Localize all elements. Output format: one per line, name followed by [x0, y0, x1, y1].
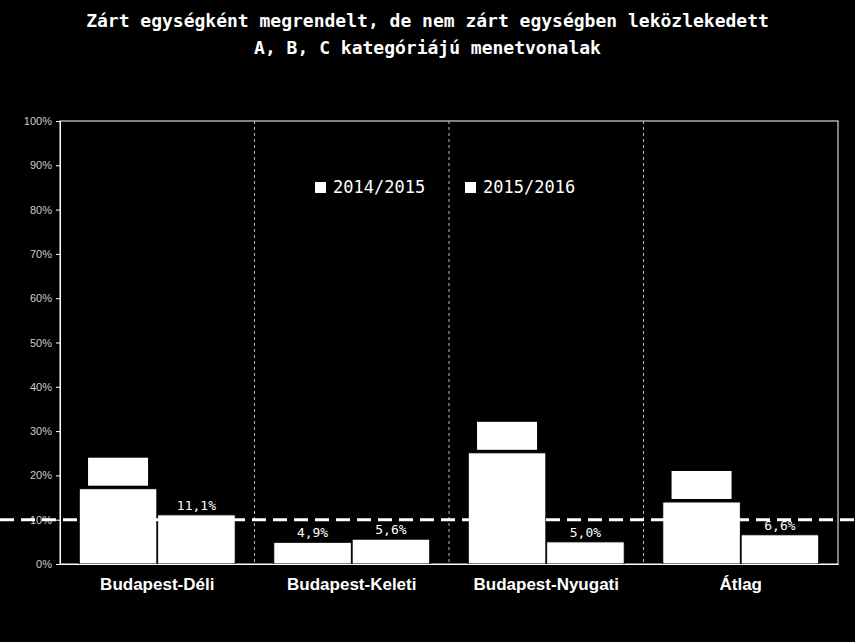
background [0, 0, 855, 642]
y-tick-mark [56, 387, 60, 388]
y-tick: 30% [30, 425, 60, 437]
y-tick: 100% [24, 115, 60, 127]
y-tick-label: 70% [30, 248, 52, 260]
y-tick-label: 50% [30, 337, 52, 349]
data-label: 4,9% [297, 525, 328, 540]
y-tick: 40% [30, 381, 60, 393]
bar [741, 535, 819, 564]
y-tick: 50% [30, 337, 60, 349]
bar [274, 542, 352, 564]
x-tick: Budapest-Déli [100, 564, 214, 594]
bar [547, 542, 625, 564]
y-tick: 0% [36, 558, 60, 570]
bar [468, 453, 546, 564]
y-tick-mark [56, 165, 60, 166]
data-label: 5,0% [570, 525, 601, 540]
label-box [672, 471, 732, 499]
title-line: Zárt egységként megrendelt, de nem zárt … [86, 10, 769, 31]
y-tick: 90% [30, 159, 60, 171]
category-separator [643, 121, 644, 564]
y-tick-mark [56, 298, 60, 299]
y-axis: 0%10%20%30%40%50%60%70%80%90%100% [24, 115, 61, 570]
bar [79, 489, 157, 564]
y-tick-mark [56, 121, 60, 122]
bar [352, 539, 430, 564]
y-tick-mark [56, 210, 60, 211]
y-tick-mark [56, 343, 60, 344]
x-tick-label: Budapest-Keleti [287, 575, 416, 594]
y-tick-label: 40% [30, 381, 52, 393]
legend-swatch [465, 182, 476, 193]
y-tick: 80% [30, 204, 60, 216]
threshold-line [0, 518, 855, 521]
legend-label: 2014/2015 [333, 177, 425, 197]
x-tick-label: Budapest-Déli [100, 575, 214, 594]
y-tick-mark [56, 520, 60, 521]
x-axis-line [61, 564, 839, 565]
chart: Zárt egységként megrendelt, de nem zárt … [0, 0, 855, 642]
x-tick: Budapest-Nyugati [474, 564, 619, 594]
y-tick: 20% [30, 469, 60, 481]
x-tick-label: Átlag [720, 575, 763, 594]
data-label: 5,6% [375, 522, 406, 537]
y-tick: 70% [30, 248, 60, 260]
x-tick-label: Budapest-Nyugati [474, 575, 619, 594]
y-tick-label: 80% [30, 204, 52, 216]
label-box [88, 458, 148, 486]
y-tick-label: 100% [24, 115, 52, 127]
plot-frame [60, 121, 838, 564]
bar [158, 515, 236, 564]
y-axis-line [56, 122, 61, 565]
x-tick: Átlag [720, 564, 763, 594]
y-tick-mark [56, 475, 60, 476]
title-line: A, B, C kategóriájú menetvonalak [254, 37, 601, 58]
legend: 2014/2015 2015/2016 [315, 177, 575, 197]
y-tick-label: 20% [30, 469, 52, 481]
bars [79, 453, 818, 564]
data-label: 11,1% [177, 498, 216, 513]
title: Zárt egységként megrendelt, de nem zárt … [86, 10, 769, 58]
y-tick-label: 90% [30, 159, 52, 171]
y-tick-mark [56, 431, 60, 432]
x-tick: Budapest-Keleti [287, 564, 416, 594]
y-tick-mark [56, 564, 60, 565]
data-labels: 4,9%11,1%5,6%5,0%6,6% [88, 422, 796, 540]
category-separator [449, 121, 450, 564]
y-tick-mark [56, 254, 60, 255]
bar [663, 502, 741, 564]
legend-swatch [315, 182, 326, 193]
label-box [477, 422, 537, 450]
y-tick: 60% [30, 292, 60, 304]
y-tick-label: 0% [36, 558, 52, 570]
x-axis: Budapest-Déli Budapest-Keleti Budapest-Nyu… [61, 564, 839, 594]
y-tick-label: 30% [30, 425, 52, 437]
legend-label: 2015/2016 [483, 177, 575, 197]
y-tick-label: 60% [30, 292, 52, 304]
category-separator [254, 121, 255, 564]
